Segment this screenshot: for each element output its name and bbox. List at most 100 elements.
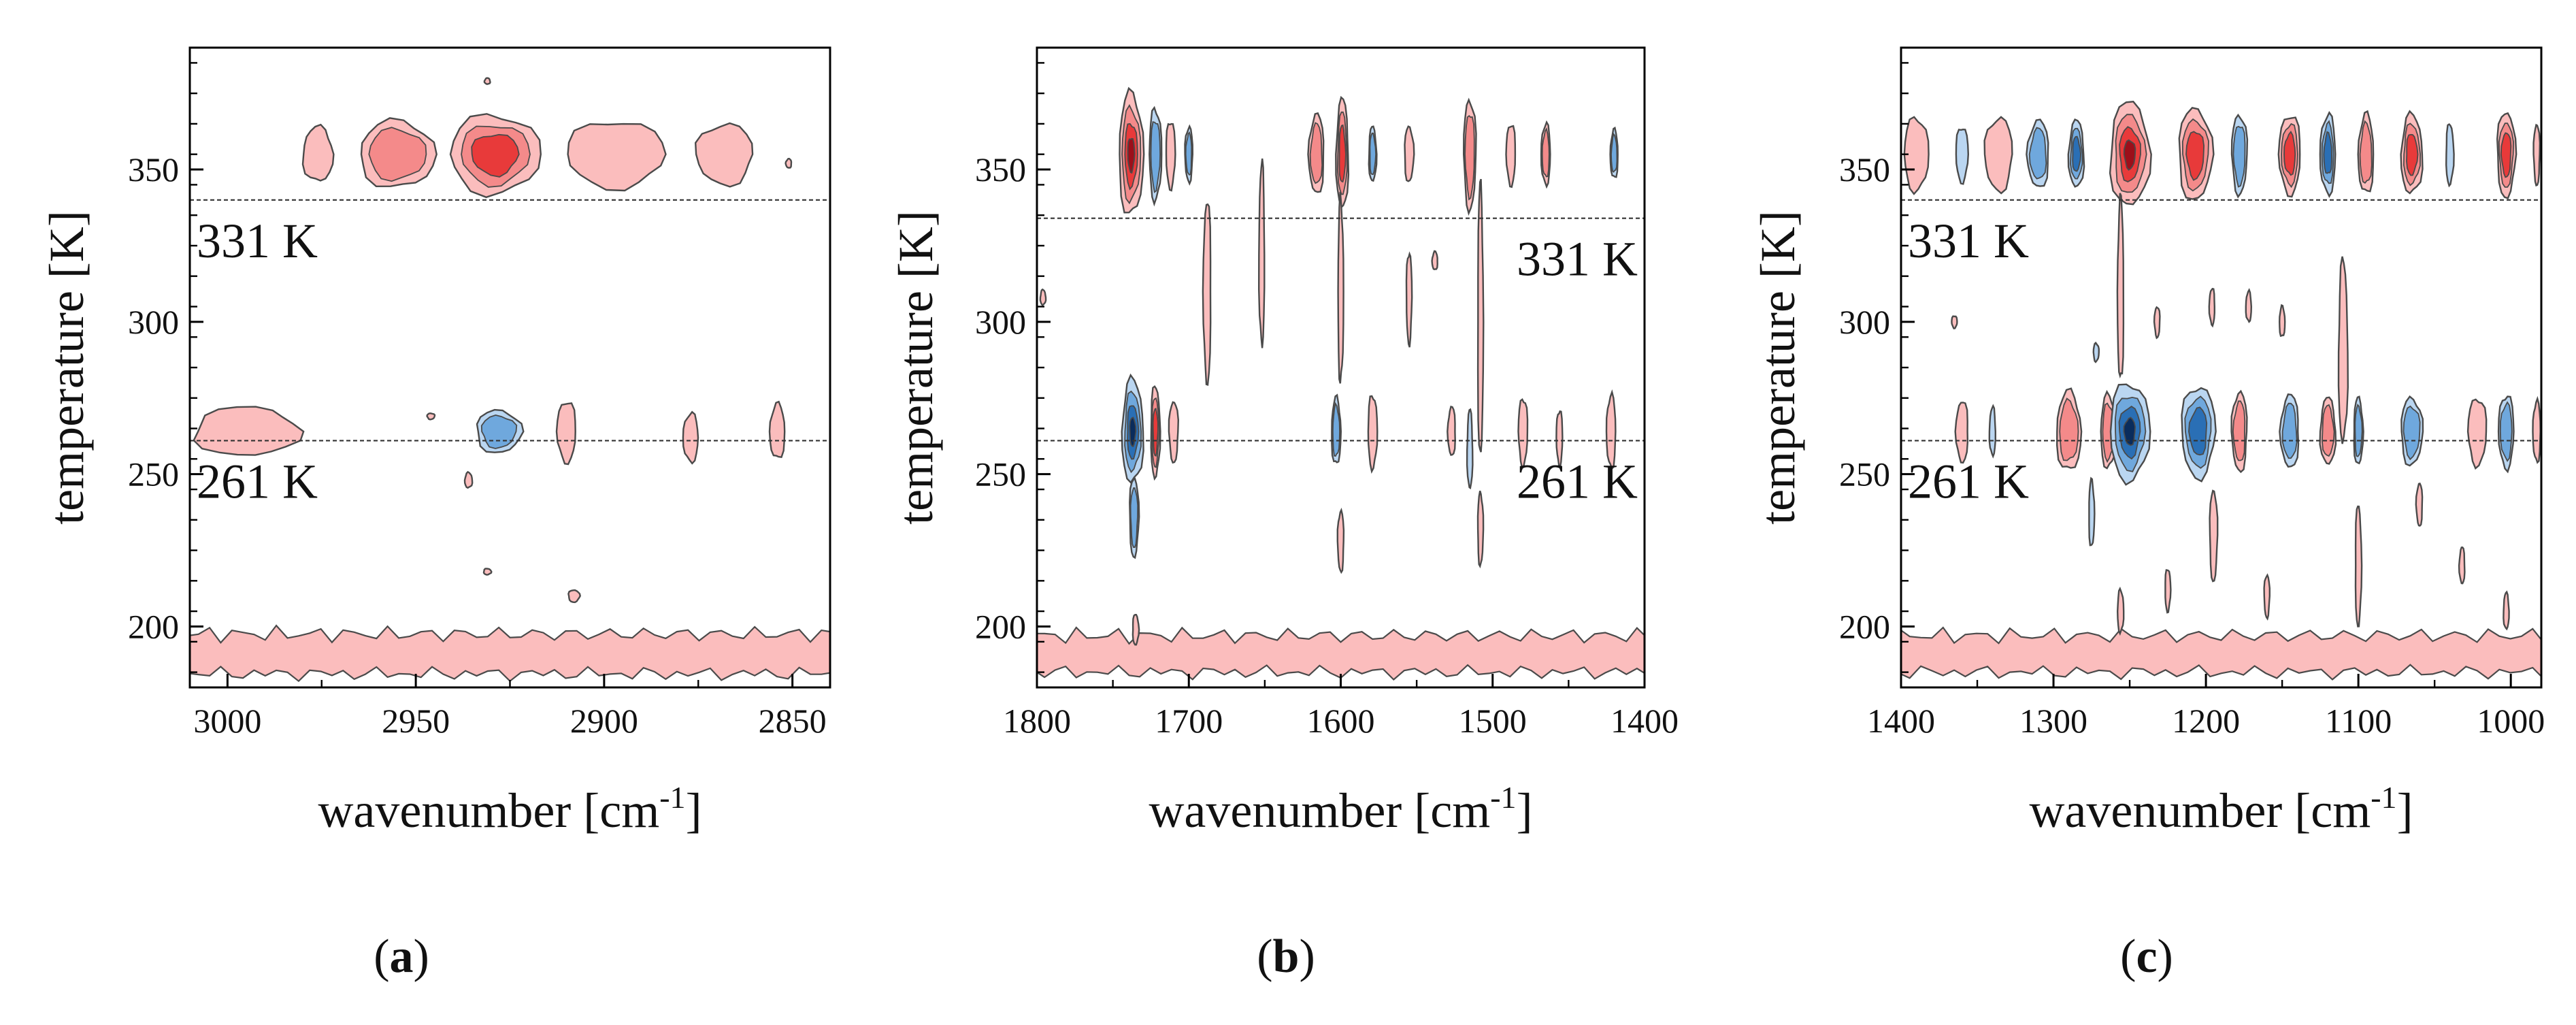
contour-level [301, 123, 335, 182]
contour-island [1476, 490, 1485, 569]
contour-level [2153, 306, 2161, 340]
contour-level [2321, 404, 2335, 457]
y-tick-label: 200 [1839, 607, 1890, 645]
contour-island [768, 400, 786, 459]
contour-island [2230, 389, 2248, 474]
contour-level [463, 470, 474, 489]
contour-level [2532, 395, 2541, 464]
contour-level [1611, 132, 1618, 173]
contour-level [1336, 507, 1345, 574]
contour-level [193, 406, 305, 456]
y-tick-label: 300 [975, 303, 1026, 341]
reference-label: 261 K [197, 454, 318, 508]
contour-level [1127, 137, 1136, 174]
contour-island [2116, 193, 2125, 379]
x-tick-label: 1000 [2477, 702, 2545, 740]
contour-island [2532, 123, 2541, 187]
contour-island [2178, 106, 2215, 200]
contour-level [1476, 178, 1485, 453]
contour-level [1555, 410, 1564, 471]
contour-island [2208, 287, 2215, 328]
contour-band [1037, 626, 1645, 681]
contour-island [1336, 507, 1345, 574]
contour-level [2445, 123, 2455, 188]
contour-level [1129, 417, 1137, 448]
contour-island [2319, 396, 2337, 465]
contour-level [785, 157, 793, 169]
contour-island [483, 77, 491, 85]
contour-level [1257, 158, 1266, 348]
contour-level [2500, 132, 2512, 178]
panel-b-contour-layer [1037, 86, 1645, 681]
contour-island [2445, 123, 2455, 188]
contour-level [2415, 482, 2424, 527]
contour-level [2466, 398, 2488, 470]
contour-level [1447, 406, 1456, 456]
contour-level [1202, 203, 1212, 387]
contour-island [2164, 569, 2172, 614]
reference-label: 261 K [1908, 454, 2029, 508]
panel-b-label-close: ) [1299, 930, 1315, 983]
contour-island [1431, 250, 1438, 270]
contour-island [1555, 410, 1564, 471]
contour-island [2109, 383, 2151, 486]
contour-island [1202, 203, 1212, 387]
contour-level [2359, 120, 2373, 184]
panel-c-label-open: ( [2120, 930, 2136, 983]
contour-level [2532, 123, 2541, 187]
contour-island [785, 157, 793, 169]
contour-island [1462, 97, 1477, 216]
contour-island [682, 410, 699, 465]
contour-island [2357, 110, 2375, 193]
contour-level [2232, 125, 2246, 188]
contour-island [360, 117, 437, 188]
contour-island [1335, 95, 1350, 209]
x-tick-label: 2950 [382, 702, 450, 740]
contour-island [1517, 398, 1529, 471]
contour-level [1466, 408, 1474, 490]
contour-island [1605, 389, 1617, 470]
contour-island [1988, 404, 1996, 459]
y-tick-label: 200 [128, 607, 179, 645]
contour-level [2232, 400, 2246, 461]
contour-level [1039, 288, 1047, 306]
contour-level [1404, 125, 1415, 182]
contour-island [193, 406, 305, 456]
contour-island [1039, 288, 1047, 306]
y-tick-label: 350 [975, 150, 1026, 189]
contour-island [2055, 387, 2083, 469]
contour-island [1367, 395, 1378, 474]
contour-level [768, 400, 786, 459]
panel-c: 331 K 261 K 1400 1300 1200 1100 1000 200 250 300… [1751, 46, 2545, 983]
contour-island [2353, 395, 2364, 465]
contour-island [1540, 120, 1551, 189]
panel-c-ticks: 1400 1300 1200 1100 1000 200 250 300 350 [1839, 62, 2545, 740]
contour-island [2497, 395, 2515, 474]
contour-level [1152, 408, 1159, 457]
contour-island [2279, 393, 2300, 468]
contour-island [463, 470, 474, 489]
contour-island [2230, 113, 2249, 199]
contour-island [1168, 401, 1180, 464]
panel-a-xlabel-sup: -1 [659, 780, 685, 815]
panel-b-ylabel: temperature [K] [889, 210, 943, 525]
panel-c-contour-layer [1901, 101, 2541, 681]
contour-level [368, 127, 427, 182]
y-tick-label: 200 [975, 607, 1026, 645]
panel-a-xlabel-text: wavenumber [cm [318, 783, 659, 838]
contour-island [2263, 573, 2270, 621]
reference-label: 331 K [1517, 232, 1638, 287]
contour-island [449, 113, 542, 199]
panel-c-ylabel: temperature [K] [1751, 210, 1805, 525]
contour-island [567, 589, 581, 604]
contour-island [476, 408, 525, 453]
x-tick-label: 3000 [193, 702, 261, 740]
contour-level [2116, 586, 2125, 636]
panel-a-label-open: ( [374, 930, 389, 983]
y-tick-label: 250 [975, 455, 1026, 493]
contour-level [1309, 122, 1323, 184]
contour-island [1129, 477, 1140, 559]
contour-island [1609, 126, 1619, 178]
contour-level [2208, 287, 2215, 328]
